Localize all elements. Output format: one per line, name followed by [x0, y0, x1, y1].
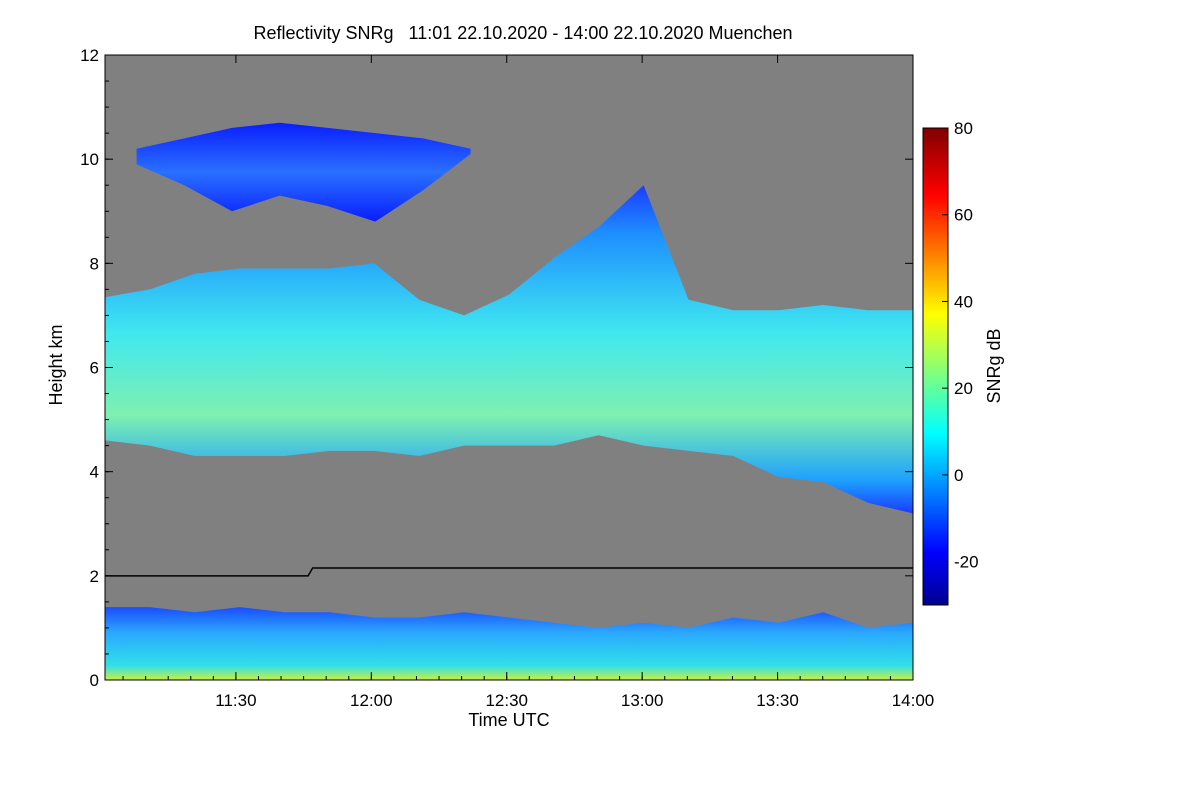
x-axis-label: Time UTC	[468, 710, 549, 730]
y-tick-label: 0	[90, 671, 99, 690]
y-tick-label: 6	[90, 359, 99, 378]
y-tick-label: 12	[80, 46, 99, 65]
colorbar-label: SNRg dB	[984, 328, 1004, 403]
y-tick-label: 4	[90, 463, 99, 482]
colorbar-ticks: -20 0 20 40 60 80	[942, 119, 979, 572]
colorbar-tick-label: -20	[954, 553, 979, 572]
y-tick-label: 10	[80, 150, 99, 169]
layer-cirrus	[136, 122, 471, 222]
colorbar	[922, 127, 949, 606]
colorbar-tick-label: 60	[954, 206, 973, 225]
colorbar-tick-label: 40	[954, 292, 973, 311]
echo-layers	[105, 122, 913, 680]
x-tick-label: 12:00	[350, 691, 393, 710]
layer-upper-cloud	[105, 185, 913, 514]
x-tick-label: 13:30	[756, 691, 799, 710]
colorbar-tick-label: 0	[954, 466, 963, 485]
reference-line	[105, 567, 913, 577]
colorbar-tick-label: 80	[954, 119, 973, 138]
x-tick-label: 13:00	[621, 691, 664, 710]
y-tick-label: 2	[90, 567, 99, 586]
colorbar-tick-label: 20	[954, 379, 973, 398]
layer-boundary-layer	[105, 607, 913, 680]
y-tick-label: 8	[90, 254, 99, 273]
x-tick-label: 11:30	[215, 691, 256, 710]
x-tick-label: 12:30	[485, 691, 528, 710]
x-axis: 11:30 12:00 12:30 13:00 13:30 14:00	[122, 55, 935, 710]
y-axis: 0 2 4 6 8 10 12	[80, 46, 913, 690]
chart-title: Reflectivity SNRg 11:01 22.10.2020 - 14:…	[253, 23, 792, 43]
y-axis-label: Height km	[46, 324, 66, 405]
x-tick-label: 14:00	[892, 691, 935, 710]
